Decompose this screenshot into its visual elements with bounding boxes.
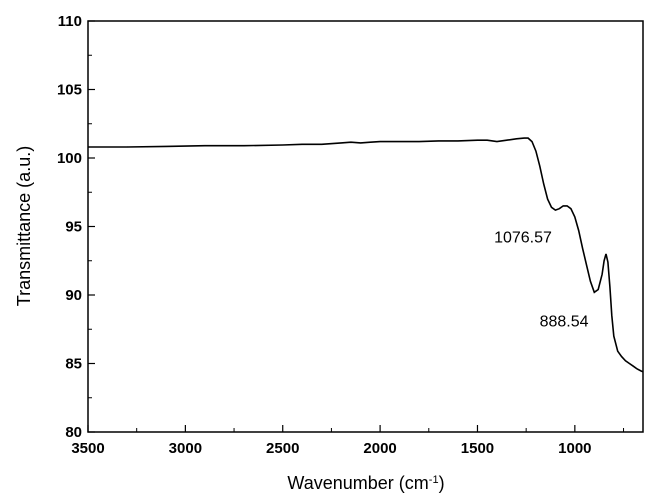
x-tick-label: 2000 <box>363 440 396 457</box>
peak-label: 1076.57 <box>494 230 552 247</box>
y-axis-ticks: 80 85 90 95 100 105 110 <box>57 13 95 441</box>
x-axis-title-main: Wavenumber (cm <box>287 473 428 493</box>
peak-label: 888.54 <box>540 313 589 330</box>
y-tick-label: 80 <box>65 424 82 441</box>
y-tick-label: 95 <box>65 219 82 236</box>
x-axis-title-sup: -1 <box>429 474 439 486</box>
y-tick-label: 110 <box>58 13 82 30</box>
y-axis-title: Transmittance (a.u.) <box>14 146 34 306</box>
x-tick-label: 1500 <box>461 440 494 457</box>
x-tick-label: 1000 <box>558 440 591 457</box>
x-tick-label: 3500 <box>71 440 104 457</box>
y-tick-label: 90 <box>65 287 82 304</box>
plot-frame <box>87 20 644 433</box>
y-tick-label: 100 <box>57 150 82 167</box>
y-tick-label: 105 <box>57 82 82 99</box>
x-tick-label: 2500 <box>266 440 299 457</box>
x-axis-ticks: 3500 3000 2500 2000 1500 1000 <box>71 425 625 457</box>
x-tick-label: 3000 <box>169 440 202 457</box>
spectrum-line <box>88 137 644 373</box>
x-axis-title: Wavenumber (cm-1) <box>287 473 444 493</box>
peak-annotations: 1076.57 888.54 <box>494 230 589 331</box>
y-tick-label: 85 <box>65 356 82 373</box>
x-axis-title-close: ) <box>439 473 445 493</box>
